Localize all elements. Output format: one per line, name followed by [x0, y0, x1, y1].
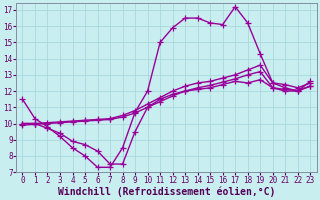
X-axis label: Windchill (Refroidissement éolien,°C): Windchill (Refroidissement éolien,°C)	[58, 186, 275, 197]
